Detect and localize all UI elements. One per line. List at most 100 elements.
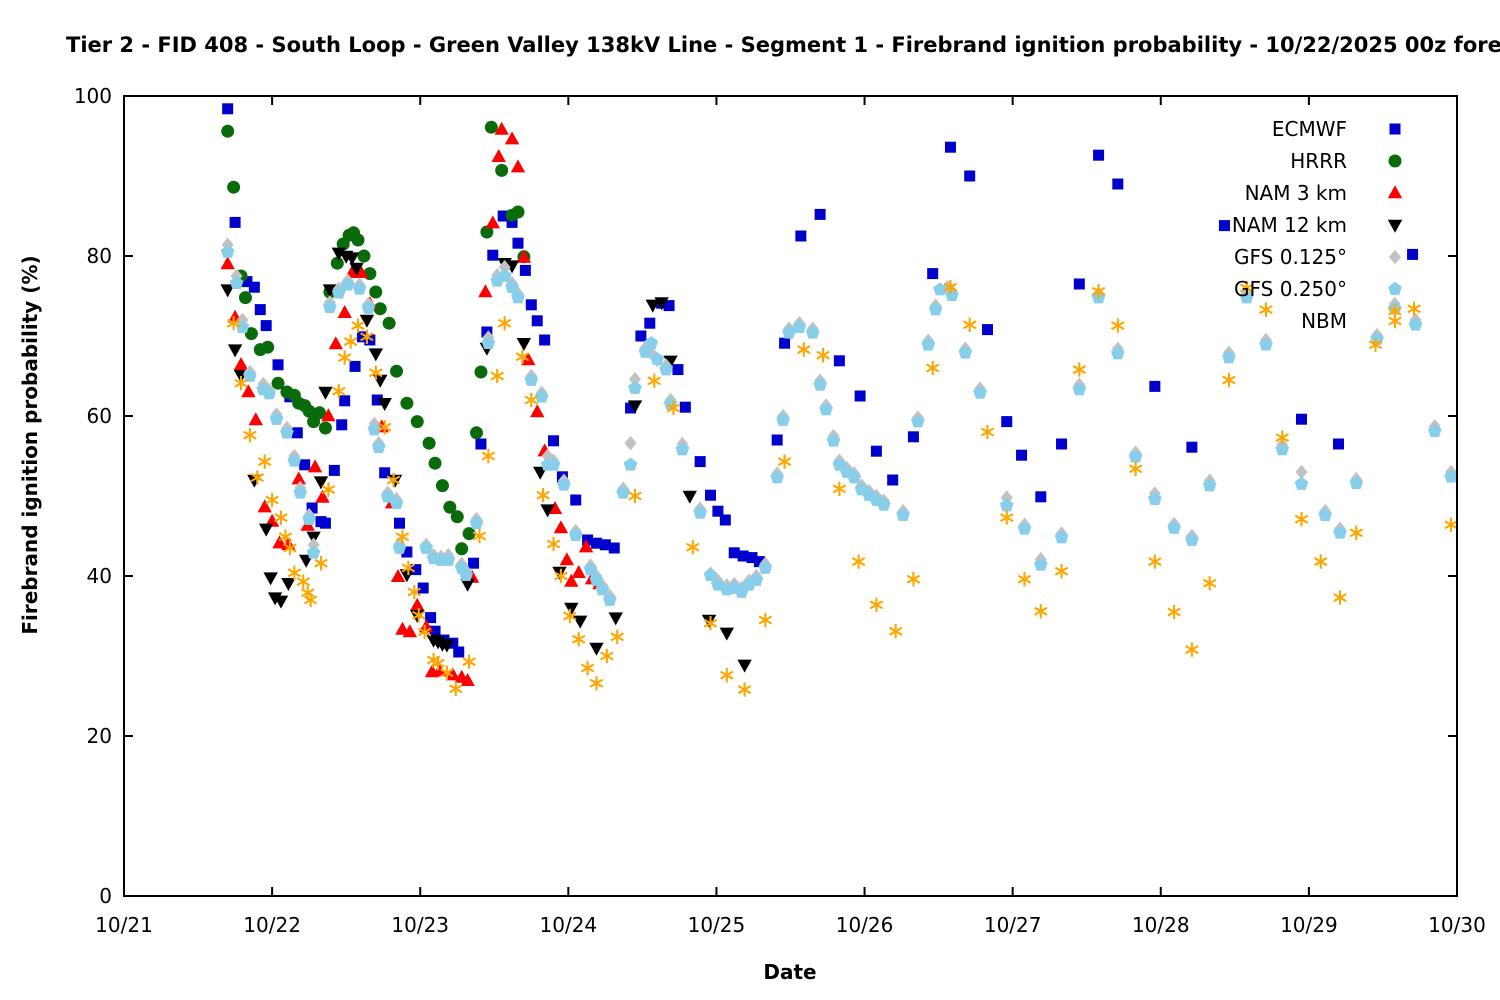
data-point-hrrr [318, 421, 332, 435]
data-point-gfs-0-250 [220, 244, 235, 258]
data-point-nam-3-km [571, 565, 586, 578]
legend-marker-asterisk-icon [1387, 312, 1403, 330]
data-point-ecmwf [1112, 178, 1124, 190]
data-point-nbm [448, 680, 464, 698]
legend-entry: NBM [1301, 309, 1403, 333]
data-point-nbm [303, 591, 318, 609]
data-point-nbm [906, 570, 921, 588]
data-point-ecmwf [644, 317, 656, 329]
data-point-hrrr [357, 249, 371, 263]
data-point-ecmwf [854, 390, 866, 402]
x-tick-label: 10/22 [243, 913, 301, 937]
data-point-nbm [1443, 516, 1459, 534]
data-point-nbm [999, 509, 1015, 526]
data-point-hrrr [495, 163, 509, 177]
data-point-nam-12-km [572, 615, 588, 629]
x-tick-label: 10/28 [1132, 913, 1190, 937]
data-point-ecmwf [795, 230, 807, 242]
data-point-ecmwf [1001, 416, 1013, 428]
x-tick-label: 10/21 [95, 913, 153, 937]
data-point-ecmwf [319, 517, 331, 529]
data-point-gfs-0-250 [644, 336, 659, 350]
data-point-hrrr [410, 415, 424, 429]
data-point-ecmwf [1035, 491, 1047, 503]
x-tick-label: 10/29 [1280, 913, 1338, 937]
data-point-ecmwf [328, 464, 340, 476]
data-point-nbm [1274, 429, 1290, 446]
legend-label: NAM 12 km [1232, 213, 1347, 237]
data-point-gfs-0-250 [419, 540, 433, 554]
data-point-gfs-0-250 [623, 457, 638, 471]
data-point-ecmwf [272, 359, 284, 371]
data-point-ecmwf [393, 517, 405, 529]
data-point-hrrr [428, 456, 442, 470]
data-point-hrrr [390, 364, 404, 378]
data-point-gfs-0-250 [999, 498, 1014, 512]
data-point-hrrr [435, 479, 449, 493]
data-point-nbm [1202, 574, 1217, 592]
data-point-nam-3-km [220, 256, 235, 270]
data-point-nbm [1294, 510, 1309, 528]
data-point-nbm [627, 487, 643, 505]
data-point-nbm [1348, 524, 1364, 542]
data-point-gfs-0-250 [628, 380, 642, 394]
data-point-hrrr [484, 120, 498, 134]
data-point-nbm [1258, 301, 1274, 318]
data-point-ecmwf [519, 264, 531, 276]
data-point-nam-12-km [516, 338, 532, 351]
data-point-nbm [1017, 570, 1032, 588]
y-tick-label: 80 [87, 244, 112, 268]
data-point-ecmwf [548, 435, 560, 447]
data-point-ecmwf [229, 216, 241, 228]
data-point-hrrr [369, 285, 383, 299]
data-point-ecmwf [475, 438, 487, 450]
data-point-ecmwf [887, 474, 899, 486]
data-point-nam-3-km [328, 336, 343, 350]
data-point-ecmwf [779, 337, 791, 349]
data-point-nam-12-km [737, 659, 752, 673]
plot-border [123, 95, 1458, 897]
data-point-nam-12-km [227, 344, 243, 358]
data-point-nam-3-km [410, 597, 425, 611]
data-point-nbm [719, 666, 735, 684]
data-point-nam-3-km [248, 412, 264, 426]
data-point-nbm [257, 453, 272, 470]
data-point-ecmwf [248, 281, 260, 293]
data-point-ecmwf [291, 427, 303, 439]
data-point-ecmwf [1093, 149, 1105, 161]
data-point-hrrr [261, 340, 275, 354]
data-point-ecmwf [672, 364, 684, 376]
data-point-nbm [1313, 553, 1329, 570]
data-point-nbm [242, 426, 258, 444]
data-point-nam-12-km [682, 490, 697, 504]
data-point-nbm [815, 346, 831, 364]
data-point-nbm [546, 535, 561, 553]
data-point-ecmwf [1186, 441, 1198, 453]
y-tick-label: 40 [87, 564, 112, 588]
data-point-nam-3-km [510, 159, 526, 173]
data-point-nam-12-km [359, 314, 375, 328]
legend-label: GFS 0.250° [1234, 277, 1347, 301]
data-point-hrrr [450, 510, 464, 524]
data-point-gfs-0-250 [703, 568, 718, 582]
data-point-nbm [1147, 553, 1163, 570]
data-point-ecmwf [1407, 248, 1419, 260]
x-tick-label: 10/26 [836, 913, 894, 937]
data-point-nbm [599, 647, 615, 665]
data-point-nbm [851, 553, 866, 570]
data-point-ecmwf [1056, 438, 1068, 450]
data-point-nbm [1054, 562, 1069, 580]
data-point-nbm [1033, 602, 1049, 620]
legend-marker-circle-icon [1388, 154, 1402, 168]
data-point-nam-3-km [491, 149, 506, 162]
legend-entry: NAM 12 km [1232, 213, 1403, 237]
data-point-nam-3-km [337, 305, 352, 318]
data-point-nam-3-km [241, 384, 256, 398]
data-point-nam-12-km [263, 572, 278, 586]
data-point-hrrr [330, 256, 344, 270]
data-point-hrrr [221, 124, 235, 138]
data-point-gfs-0-250 [1294, 476, 1309, 490]
data-point-nbm [737, 681, 752, 698]
data-point-hrrr [351, 233, 365, 247]
